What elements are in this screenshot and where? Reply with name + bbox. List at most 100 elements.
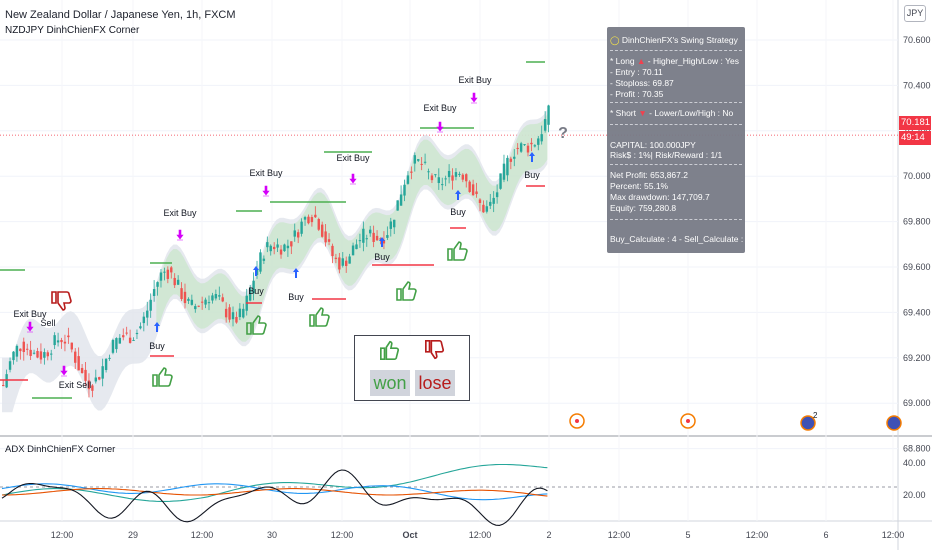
candle-body	[375, 235, 379, 241]
candle-body	[471, 184, 475, 196]
candle-body	[67, 335, 70, 338]
candle-body	[149, 299, 152, 311]
adx-tick-label: 40.00	[903, 458, 926, 468]
candle-body	[327, 239, 331, 242]
candle-body	[272, 246, 276, 250]
candle-body	[91, 385, 94, 391]
candle-body	[200, 301, 204, 303]
candle-body	[60, 339, 63, 343]
exit-buy-label: Exit Buy	[249, 168, 283, 178]
exit-buy-label: Exit Buy	[458, 75, 492, 85]
candle-body	[293, 230, 296, 237]
candle-body	[84, 369, 87, 381]
candle-body	[101, 366, 104, 379]
time-tick-label: 12:00	[51, 530, 74, 540]
candle-body	[122, 335, 125, 338]
countdown-tag: 49:14	[899, 131, 931, 145]
candle-body	[447, 170, 451, 178]
candle-body	[314, 214, 317, 218]
panel-divider	[610, 124, 742, 125]
candle-body	[152, 289, 156, 297]
exit-arrow-icon	[176, 229, 184, 241]
buy-arrow-icon	[455, 190, 461, 200]
adx-average-line	[2, 488, 548, 497]
price-tick-label: 68.800	[903, 444, 931, 454]
candle-body	[53, 335, 56, 346]
candle-body	[39, 351, 43, 360]
exit-arrow-icon	[26, 321, 34, 333]
equity-value: Equity: 759,280.8	[610, 203, 677, 213]
candle-body	[8, 361, 12, 370]
exit-arrow-icon	[436, 121, 444, 133]
candle-body	[509, 158, 513, 162]
candle-body	[334, 257, 338, 259]
price-tick-label: 70.200	[903, 126, 931, 136]
candle-body	[351, 245, 355, 256]
candle-body	[286, 245, 290, 249]
long-label: * Long	[610, 56, 635, 66]
thumbs-up-icon	[396, 281, 417, 301]
candle-body	[533, 145, 537, 147]
calc-value: Buy_Calculate : 4 - Sell_Calculate : 0	[610, 234, 751, 244]
time-tick-label: 29	[128, 530, 138, 540]
buy-label: Buy	[248, 286, 264, 296]
candle-body	[485, 206, 489, 212]
candle-body	[417, 159, 420, 161]
candle-body	[135, 332, 139, 335]
candle-body	[29, 349, 32, 356]
sell-label: Sell	[40, 318, 55, 328]
panel-divider	[610, 50, 742, 51]
profit-value: - Profit : 70.35	[610, 89, 664, 99]
candle-body	[506, 157, 509, 176]
price-tick-label: 69.000	[903, 398, 931, 408]
adx-minus-di-line	[1, 483, 548, 501]
candle-body	[156, 282, 159, 287]
buy-arrow-icon	[253, 266, 259, 276]
thumbs-down-icon	[415, 339, 455, 365]
candle-body	[475, 191, 478, 195]
thumbs-up-icon	[447, 241, 468, 261]
candle-body	[482, 204, 485, 213]
buy-label: Buy	[374, 252, 390, 262]
stoploss-value: - Stoploss: 69.87	[610, 78, 674, 88]
adx-title[interactable]: ADX DinhChienFX Corner	[5, 444, 116, 455]
candle-body	[530, 142, 533, 145]
candle-body	[248, 288, 252, 301]
candle-body	[502, 163, 506, 180]
candle-body	[444, 178, 447, 180]
candle-body	[499, 173, 502, 189]
currency-button[interactable]: JPY	[904, 5, 926, 22]
candle-body	[183, 291, 187, 304]
exit-buy-label: Exit Buy	[13, 309, 47, 319]
candle-body	[269, 245, 272, 252]
lose-cell: lose	[415, 370, 455, 396]
buy-label: Buy	[524, 170, 540, 180]
exit-arrow-icon	[349, 173, 357, 185]
exit-arrow-icon	[262, 185, 270, 197]
symbol-title[interactable]: New Zealand Dollar / Japanese Yen, 1h, F…	[5, 9, 236, 21]
candle-body	[231, 312, 235, 320]
thumbs-up-icon	[370, 339, 410, 365]
candle-body	[259, 252, 262, 272]
buy-label: Buy	[288, 292, 304, 302]
candle-body	[218, 295, 221, 297]
candle-body	[12, 351, 15, 361]
candle-body	[276, 244, 279, 248]
long-row: * Long ▲ - Higher_High/Low : Yes	[610, 56, 739, 66]
candle-body	[163, 271, 166, 273]
candle-body	[516, 147, 519, 149]
candle-body	[430, 175, 434, 181]
short-condition: - Lower/Low/High : No	[649, 108, 734, 118]
candle-body	[290, 241, 293, 247]
candle-body	[396, 200, 399, 211]
price-tick-label: 69.200	[903, 353, 931, 363]
candle-body	[166, 269, 170, 279]
price-tick-label: 70.000	[903, 171, 931, 181]
candle-body	[159, 272, 163, 281]
short-row: * Short ▼ - Lower/Low/High : No	[610, 108, 733, 118]
exit-buy-label: Exit Buy	[163, 208, 197, 218]
indicator-title[interactable]: NZDJPY DinhChienFX Corner	[5, 25, 140, 36]
risk-value: Risk$ : 1%| Risk/Reward : 1/1	[610, 150, 723, 160]
